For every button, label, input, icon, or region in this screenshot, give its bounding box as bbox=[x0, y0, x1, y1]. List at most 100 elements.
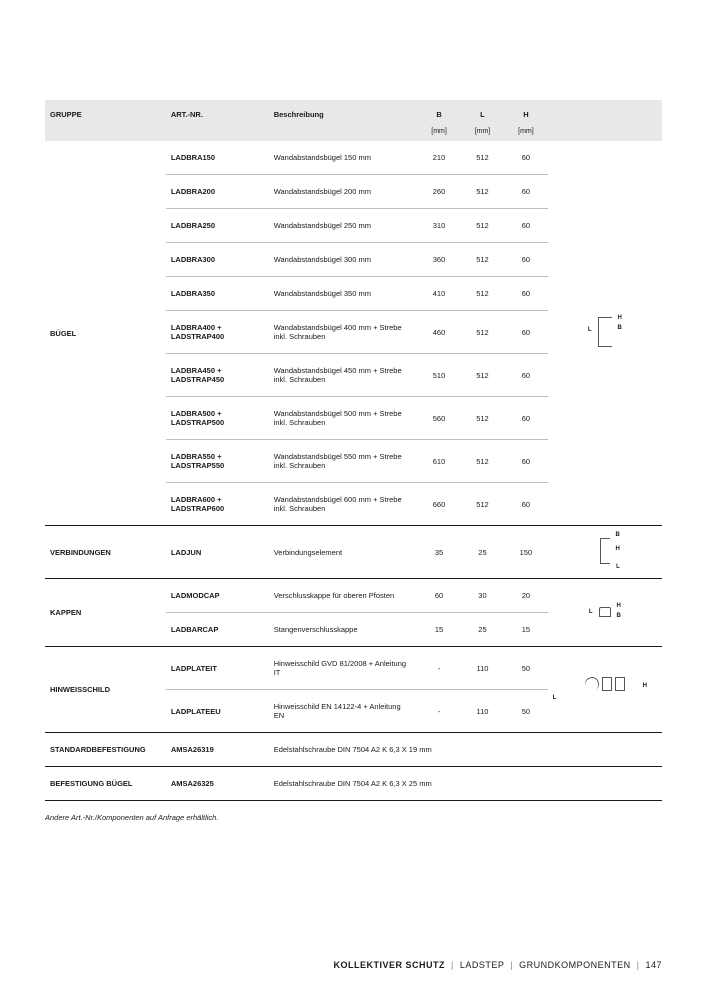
table-row: BÜGELLADBRA150Wandabstandsbügel 150 mm21… bbox=[45, 141, 662, 175]
desc-cell: Wandabstandsbügel 200 mm bbox=[269, 175, 418, 209]
dim-l-cell: 30 bbox=[461, 579, 504, 613]
desc-cell: Hinweisschild EN 14122-4 + Anleitung EN bbox=[269, 690, 418, 733]
desc-cell: Wandabstandsbügel 550 mm + Strebe inkl. … bbox=[269, 440, 418, 483]
footer-section-c: GRUNDKOMPONENTEN bbox=[519, 960, 631, 970]
desc-cell: Wandabstandsbügel 350 mm bbox=[269, 277, 418, 311]
table-row: KAPPENLADMODCAPVerschlusskappe für obere… bbox=[45, 579, 662, 613]
dim-b-cell: 560 bbox=[417, 397, 460, 440]
dim-l-cell: 512 bbox=[461, 209, 504, 243]
group-cell: VERBINDUNGEN bbox=[45, 526, 166, 579]
dim-b-cell: 660 bbox=[417, 483, 460, 526]
dim-b-cell: 310 bbox=[417, 209, 460, 243]
header-besch: Beschreibung bbox=[269, 100, 418, 141]
dim-b-cell: 460 bbox=[417, 311, 460, 354]
desc-cell: Edelstahlschraube DIN 7504 A2 K 6,3 X 19… bbox=[269, 733, 548, 767]
page-footer: KOLLEKTIVER SCHUTZ | LADSTEP | GRUNDKOMP… bbox=[333, 960, 662, 970]
footer-section-a: KOLLEKTIVER SCHUTZ bbox=[333, 960, 445, 970]
dim-h-cell: 15 bbox=[504, 613, 547, 647]
diagram-cell bbox=[548, 767, 662, 801]
dim-l-cell: 512 bbox=[461, 243, 504, 277]
group-cell: BEFESTIGUNG BÜGEL bbox=[45, 767, 166, 801]
table-row: BEFESTIGUNG BÜGELAMSA26325Edelstahlschra… bbox=[45, 767, 662, 801]
dim-b-cell: 210 bbox=[417, 141, 460, 175]
art-cell: LADBRA500 + LADSTRAP500 bbox=[166, 397, 269, 440]
diagram-cell: LH bbox=[548, 647, 662, 733]
dim-l-cell: 110 bbox=[461, 647, 504, 690]
header-art: ART.-NR. bbox=[166, 100, 269, 141]
art-cell: LADBRA300 bbox=[166, 243, 269, 277]
dim-h-cell: 60 bbox=[504, 440, 547, 483]
dim-l-cell: 512 bbox=[461, 141, 504, 175]
dim-h-cell: 20 bbox=[504, 579, 547, 613]
dim-l-cell: 25 bbox=[461, 613, 504, 647]
desc-cell: Verbindungselement bbox=[269, 526, 418, 579]
desc-cell: Verschlusskappe für oberen Pfosten bbox=[269, 579, 418, 613]
dim-h-cell: 60 bbox=[504, 175, 547, 209]
dim-l-cell: 110 bbox=[461, 690, 504, 733]
desc-cell: Wandabstandsbügel 150 mm bbox=[269, 141, 418, 175]
dim-h-cell: 50 bbox=[504, 647, 547, 690]
header-b: B[mm] bbox=[417, 100, 460, 141]
dim-l-cell: 512 bbox=[461, 311, 504, 354]
art-cell: LADBRA550 + LADSTRAP550 bbox=[166, 440, 269, 483]
dim-l-cell: 512 bbox=[461, 175, 504, 209]
dim-l-cell: 512 bbox=[461, 440, 504, 483]
footer-page-number: 147 bbox=[645, 960, 662, 970]
dim-h-cell: 50 bbox=[504, 690, 547, 733]
dim-h-cell: 60 bbox=[504, 209, 547, 243]
desc-cell: Wandabstandsbügel 300 mm bbox=[269, 243, 418, 277]
dim-h-cell: 60 bbox=[504, 397, 547, 440]
dim-b-cell: - bbox=[417, 690, 460, 733]
diagram-cell bbox=[548, 733, 662, 767]
dim-h-cell: 150 bbox=[504, 526, 547, 579]
dim-l-cell: 512 bbox=[461, 483, 504, 526]
dim-h-cell: 60 bbox=[504, 354, 547, 397]
art-cell: LADBRA450 + LADSTRAP450 bbox=[166, 354, 269, 397]
art-cell: LADBRA400 + LADSTRAP400 bbox=[166, 311, 269, 354]
dim-l-cell: 25 bbox=[461, 526, 504, 579]
desc-cell: Wandabstandsbügel 400 mm + Strebe inkl. … bbox=[269, 311, 418, 354]
dim-b-cell: 510 bbox=[417, 354, 460, 397]
art-cell: LADBRA250 bbox=[166, 209, 269, 243]
group-cell: KAPPEN bbox=[45, 579, 166, 647]
dim-b-cell: 610 bbox=[417, 440, 460, 483]
desc-cell: Stangenverschlusskappe bbox=[269, 613, 418, 647]
dim-b-cell: 410 bbox=[417, 277, 460, 311]
group-cell: HINWEISSCHILD bbox=[45, 647, 166, 733]
dim-b-cell: 360 bbox=[417, 243, 460, 277]
dim-h-cell: 60 bbox=[504, 141, 547, 175]
desc-cell: Wandabstandsbügel 450 mm + Strebe inkl. … bbox=[269, 354, 418, 397]
desc-cell: Wandabstandsbügel 600 mm + Strebe inkl. … bbox=[269, 483, 418, 526]
table-row: STANDARDBEFESTIGUNGAMSA26319Edelstahlsch… bbox=[45, 733, 662, 767]
art-cell: AMSA26319 bbox=[166, 733, 269, 767]
desc-cell: Edelstahlschraube DIN 7504 A2 K 6,3 X 25… bbox=[269, 767, 548, 801]
desc-cell: Wandabstandsbügel 250 mm bbox=[269, 209, 418, 243]
header-h: H[mm] bbox=[504, 100, 547, 141]
diagram-cell: LHB bbox=[548, 141, 662, 526]
dim-b-cell: - bbox=[417, 647, 460, 690]
art-cell: LADBARCAP bbox=[166, 613, 269, 647]
components-table: GRUPPE ART.-NR. Beschreibung B[mm] L[mm]… bbox=[45, 100, 662, 801]
dim-h-cell: 60 bbox=[504, 277, 547, 311]
diagram-cell: BHL bbox=[548, 526, 662, 579]
header-image bbox=[548, 100, 662, 141]
art-cell: LADJUN bbox=[166, 526, 269, 579]
dim-b-cell: 260 bbox=[417, 175, 460, 209]
dim-h-cell: 60 bbox=[504, 243, 547, 277]
header-row: GRUPPE ART.-NR. Beschreibung B[mm] L[mm]… bbox=[45, 100, 662, 141]
art-cell: LADBRA200 bbox=[166, 175, 269, 209]
art-cell: LADPLATEIT bbox=[166, 647, 269, 690]
art-cell: LADBRA350 bbox=[166, 277, 269, 311]
header-l: L[mm] bbox=[461, 100, 504, 141]
header-gruppe: GRUPPE bbox=[45, 100, 166, 141]
art-cell: AMSA26325 bbox=[166, 767, 269, 801]
desc-cell: Hinweisschild GVD 81/2008 + Anleitung IT bbox=[269, 647, 418, 690]
art-cell: LADBRA600 + LADSTRAP600 bbox=[166, 483, 269, 526]
dim-h-cell: 60 bbox=[504, 483, 547, 526]
group-cell: BÜGEL bbox=[45, 141, 166, 526]
footnote: Andere Art.-Nr./Komponenten auf Anfrage … bbox=[45, 813, 662, 822]
dim-b-cell: 35 bbox=[417, 526, 460, 579]
desc-cell: Wandabstandsbügel 500 mm + Strebe inkl. … bbox=[269, 397, 418, 440]
group-cell: STANDARDBEFESTIGUNG bbox=[45, 733, 166, 767]
art-cell: LADBRA150 bbox=[166, 141, 269, 175]
